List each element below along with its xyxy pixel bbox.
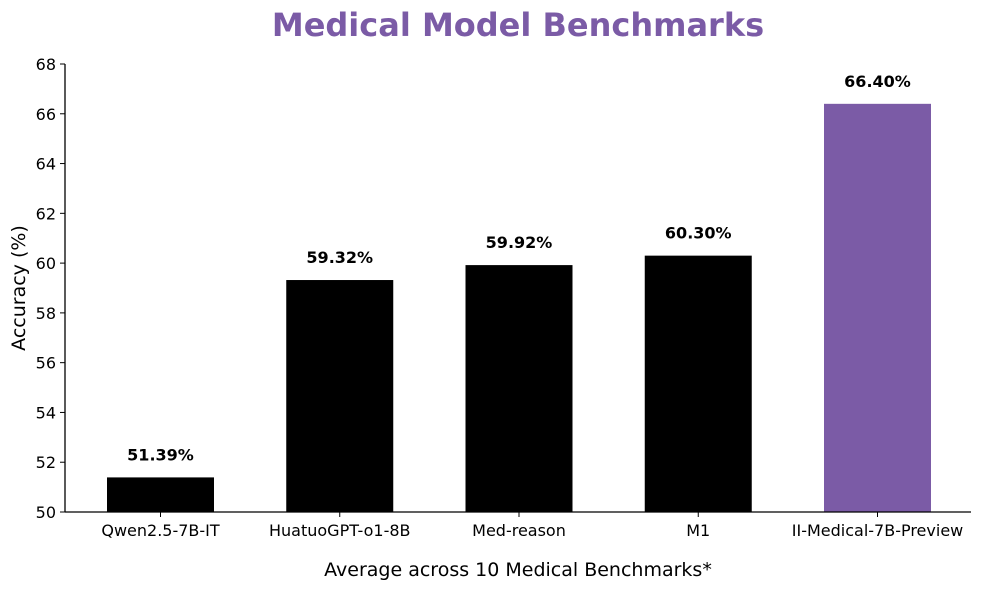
data-label-2: 59.92% xyxy=(486,233,553,252)
y-tick-label-3: 56 xyxy=(36,354,56,373)
data-label-4: 66.40% xyxy=(844,72,911,91)
y-tick-label-5: 60 xyxy=(36,254,56,273)
data-label-0: 51.39% xyxy=(127,445,194,464)
y-axis: 50 52 54 56 58 60 62 64 66 68 xyxy=(36,55,66,522)
bar-3 xyxy=(644,255,752,512)
bar-1 xyxy=(286,280,394,512)
x-axis-label: Average across 10 Medical Benchmarks* xyxy=(324,559,712,581)
bar-4 xyxy=(824,103,931,513)
x-tick-label-3: M1 xyxy=(686,521,710,540)
x-tick-label-0: Qwen2.5-7B-IT xyxy=(101,521,220,540)
y-axis-label: Accuracy (%) xyxy=(8,225,30,351)
x-tick-label-2: Med-reason xyxy=(472,521,566,540)
y-tick-label-2: 54 xyxy=(36,403,56,422)
bars-group: 51.39% 59.32% 59.92% 60.30% 66.40% xyxy=(107,72,931,513)
y-tick-label-9: 68 xyxy=(36,55,56,74)
bar-2 xyxy=(465,265,573,512)
y-tick-label-4: 58 xyxy=(36,304,56,323)
data-label-3: 60.30% xyxy=(665,224,732,243)
x-tick-label-4: II-Medical-7B-Preview xyxy=(792,521,964,540)
y-tick-label-8: 66 xyxy=(36,105,56,124)
x-axis: Qwen2.5-7B-IT HuatuoGPT-o1-8B Med-reason M1… xyxy=(65,511,971,540)
chart-title: Medical Model Benchmarks xyxy=(272,6,764,44)
x-tick-label-1: HuatuoGPT-o1-8B xyxy=(269,521,411,540)
y-tick-label-6: 62 xyxy=(36,204,56,223)
bar-0 xyxy=(107,477,214,512)
data-label-1: 59.32% xyxy=(306,248,373,267)
y-tick-label-7: 64 xyxy=(36,155,56,174)
y-tick-label-1: 52 xyxy=(36,453,56,472)
y-tick-label-0: 50 xyxy=(36,503,56,522)
